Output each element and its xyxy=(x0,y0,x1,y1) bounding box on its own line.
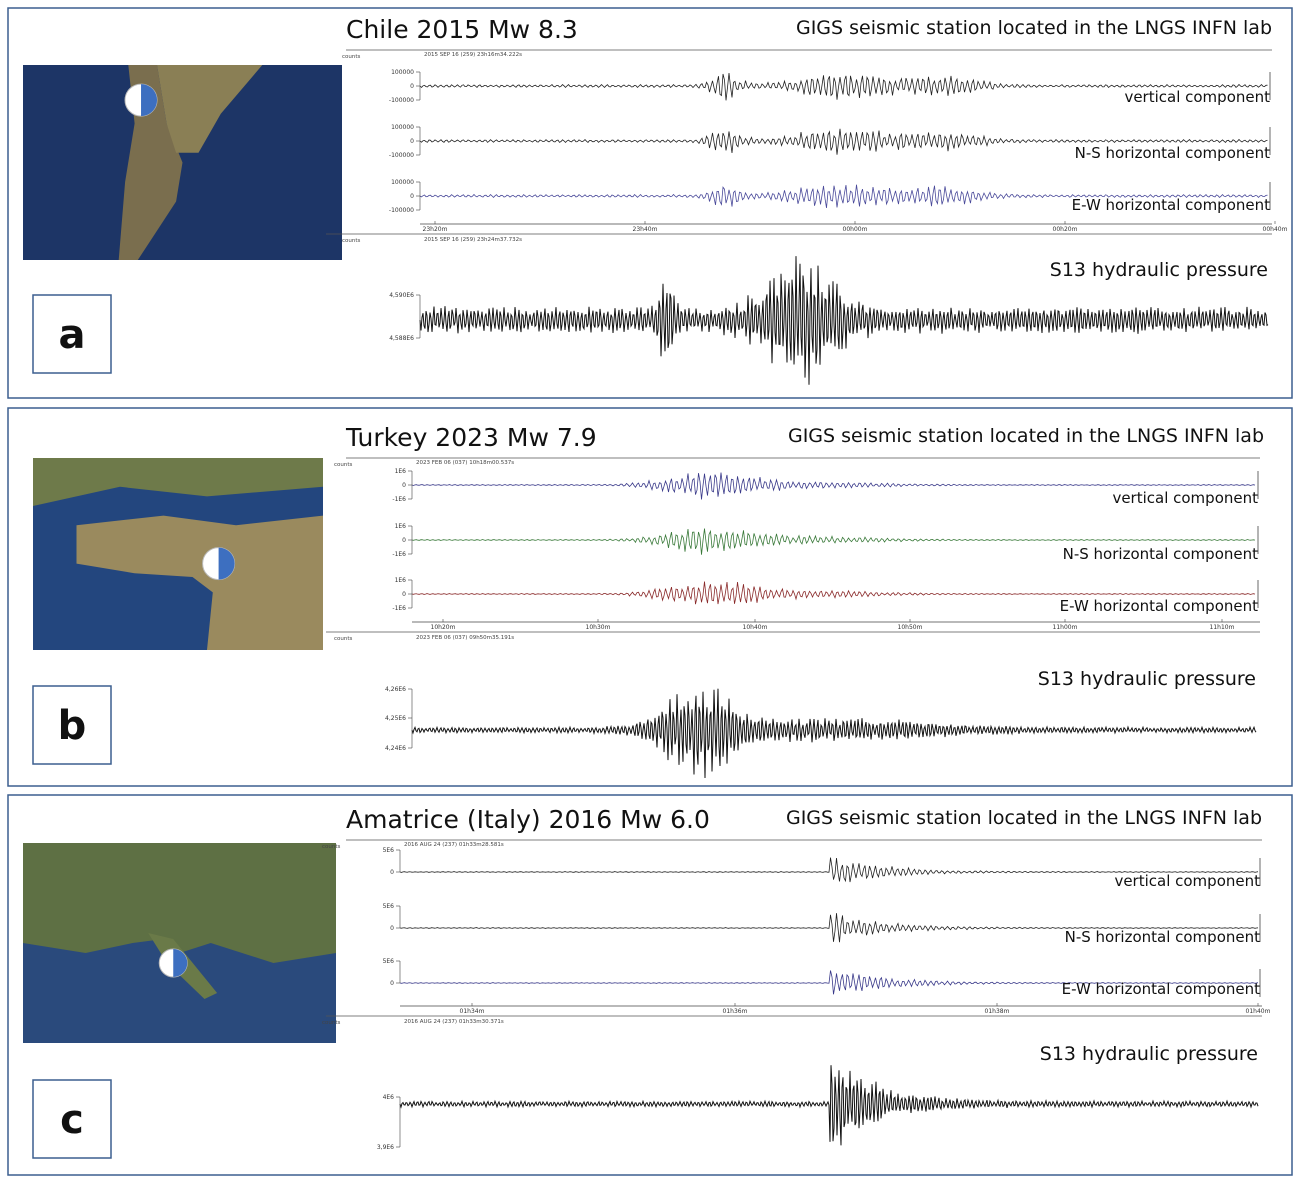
time-tick-label: 23h40m xyxy=(633,226,658,233)
component-label: E-W horizontal component xyxy=(1072,196,1270,214)
figure: a Chile 2015 Mw 8.3 GIGS seismic station l… xyxy=(0,0,1296,1180)
y-tick-label: -100000 xyxy=(389,207,414,214)
y-tick-label: 0 xyxy=(402,482,406,489)
station-label: GIGS seismic station located in the LNGS… xyxy=(788,425,1264,447)
y-tick-label: 1E6 xyxy=(395,523,407,530)
pressure-label: S13 hydraulic pressure xyxy=(1040,1043,1258,1065)
component-label: vertical component xyxy=(1112,489,1258,507)
panel-title: Amatrice (Italy) 2016 Mw 6.0 xyxy=(346,805,710,834)
counts-label: counts xyxy=(322,844,341,850)
y-tick-label: 4,588E6 xyxy=(389,335,414,342)
time-tick-label: 00h20m xyxy=(1053,226,1078,233)
time-tick-label: 01h38m xyxy=(985,1008,1010,1015)
y-tick-label: 0 xyxy=(410,138,414,145)
pressure-label: S13 hydraulic pressure xyxy=(1050,259,1268,281)
panel-label: b xyxy=(58,703,87,749)
time-tick-label: 11h10m xyxy=(1210,624,1235,631)
y-tick-label: 5E6 xyxy=(383,903,395,910)
y-tick-label: -100000 xyxy=(389,152,414,159)
y-tick-label: 4,26E6 xyxy=(385,686,406,693)
component-label: vertical component xyxy=(1114,872,1260,890)
time-tick-label: 01h36m xyxy=(723,1008,748,1015)
y-tick-label: 4,590E6 xyxy=(389,292,414,299)
y-tick-label: 100000 xyxy=(391,124,414,131)
y-tick-label: -1E6 xyxy=(392,605,406,612)
panel-label: c xyxy=(60,1097,84,1143)
trace-header: 2016 AUG 24 (237) 01h33m30.371s xyxy=(404,1019,504,1025)
y-tick-label: 0 xyxy=(390,980,394,987)
y-tick-label: 0 xyxy=(410,83,414,90)
component-label: E-W horizontal component xyxy=(1062,980,1260,998)
y-tick-label: 0 xyxy=(402,591,406,598)
trace-header: 2023 FEB 06 (037) 10h18m00.537s xyxy=(416,460,514,466)
time-tick-label: 00h40m xyxy=(1263,226,1288,233)
panel: a Chile 2015 Mw 8.3 GIGS seismic station l… xyxy=(8,8,1292,398)
component-label: E-W horizontal component xyxy=(1060,597,1258,615)
station-label: GIGS seismic station located in the LNGS… xyxy=(796,17,1272,39)
y-tick-label: -1E6 xyxy=(392,496,406,503)
trace-header: 2016 AUG 24 (237) 01h33m28.581s xyxy=(404,842,504,848)
time-tick-label: 10h30m xyxy=(586,624,611,631)
counts-label: counts xyxy=(342,238,361,244)
y-tick-label: 0 xyxy=(390,869,394,876)
y-tick-label: 0 xyxy=(410,193,414,200)
y-tick-label: 0 xyxy=(390,925,394,932)
y-tick-label: 4E6 xyxy=(383,1094,395,1101)
counts-label: counts xyxy=(322,1020,341,1026)
y-tick-label: -1E6 xyxy=(392,551,406,558)
time-tick-label: 00h00m xyxy=(843,226,868,233)
trace-header: 2023 FEB 06 (037) 09h50m35.191s xyxy=(416,635,514,641)
y-tick-label: 3,9E6 xyxy=(377,1144,394,1151)
panel-label: a xyxy=(59,312,86,358)
pressure-label: S13 hydraulic pressure xyxy=(1038,668,1256,690)
y-tick-label: 1E6 xyxy=(395,468,407,475)
component-label: N-S horizontal component xyxy=(1075,144,1270,162)
time-tick-label: 01h34m xyxy=(460,1008,485,1015)
component-label: N-S horizontal component xyxy=(1065,928,1260,946)
y-tick-label: 1E6 xyxy=(395,577,407,584)
time-tick-label: 10h20m xyxy=(431,624,456,631)
counts-label: counts xyxy=(342,54,361,60)
component-label: N-S horizontal component xyxy=(1063,545,1258,563)
y-tick-label: 4,24E6 xyxy=(385,745,406,752)
time-tick-label: 23h20m xyxy=(423,226,448,233)
time-tick-label: 10h40m xyxy=(743,624,768,631)
y-tick-label: 100000 xyxy=(391,69,414,76)
panel-title: Chile 2015 Mw 8.3 xyxy=(346,15,578,44)
y-tick-label: -100000 xyxy=(389,97,414,104)
counts-label: counts xyxy=(334,636,353,642)
time-tick-label: 10h50m xyxy=(898,624,923,631)
trace-header: 2015 SEP 16 (259) 23h24m37.732s xyxy=(424,237,522,243)
y-tick-label: 100000 xyxy=(391,179,414,186)
map-land xyxy=(23,843,336,963)
time-tick-label: 01h40m xyxy=(1246,1008,1271,1015)
y-tick-label: 5E6 xyxy=(383,847,395,854)
y-tick-label: 0 xyxy=(402,537,406,544)
station-label: GIGS seismic station located in the LNGS… xyxy=(786,807,1262,829)
y-tick-label: 4,25E6 xyxy=(385,715,406,722)
panel: c Amatrice (Italy) 2016 Mw 6.0 GIGS seismi… xyxy=(8,795,1292,1175)
panel: b Turkey 2023 Mw 7.9 GIGS seismic station … xyxy=(8,408,1292,786)
component-label: vertical component xyxy=(1124,88,1270,106)
counts-label: counts xyxy=(334,462,353,468)
y-tick-label: 5E6 xyxy=(383,958,395,965)
trace-header: 2015 SEP 16 (259) 23h16m34.222s xyxy=(424,52,522,58)
panel-title: Turkey 2023 Mw 7.9 xyxy=(345,423,597,452)
time-tick-label: 11h00m xyxy=(1053,624,1078,631)
